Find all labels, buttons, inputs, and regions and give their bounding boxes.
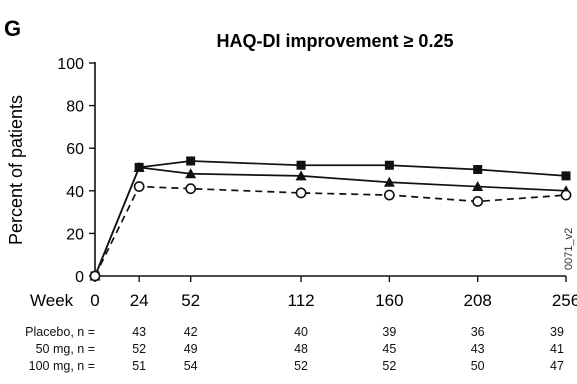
y-tick-label: 100 bbox=[57, 56, 84, 73]
x-tick-label: 52 bbox=[181, 291, 200, 310]
x-tick-label: 160 bbox=[375, 291, 403, 310]
n-cell: 51 bbox=[132, 359, 147, 373]
axes: 0 20 40 60 80 100 0 24 52 112 160 208 256 bbox=[57, 56, 577, 310]
y-tick-label: 40 bbox=[66, 184, 84, 201]
n-cell: 52 bbox=[382, 359, 397, 373]
chart-title: HAQ-DI improvement ≥ 0.25 bbox=[217, 31, 454, 51]
data-point bbox=[295, 187, 307, 199]
n-cell: 49 bbox=[183, 342, 198, 356]
data-point bbox=[472, 181, 484, 192]
n-cell: 45 bbox=[382, 342, 397, 356]
y-tick-label: 20 bbox=[66, 226, 84, 243]
y-tick-label: 60 bbox=[66, 141, 84, 158]
x-tick-label: 208 bbox=[464, 291, 492, 310]
n-cell: 52 bbox=[132, 342, 147, 356]
y-tick-label: 80 bbox=[66, 99, 84, 116]
data-point bbox=[383, 189, 395, 201]
series-square bbox=[90, 156, 571, 281]
x-axis-label: Week bbox=[30, 291, 74, 310]
data-point bbox=[185, 183, 197, 195]
n-cell: 43 bbox=[470, 342, 485, 356]
watermark: 0071_v2 bbox=[563, 228, 575, 270]
x-tick-label: 112 bbox=[288, 291, 315, 310]
data-point bbox=[133, 181, 145, 192]
data-point bbox=[473, 165, 483, 174]
panel-label: G bbox=[4, 16, 21, 41]
data-point bbox=[186, 156, 196, 166]
n-cell: 52 bbox=[294, 359, 309, 373]
n-cell: 47 bbox=[550, 359, 564, 373]
data-point bbox=[561, 171, 571, 181]
series-open-circle bbox=[89, 181, 572, 282]
n-cell: 39 bbox=[382, 325, 397, 339]
series-layer bbox=[89, 156, 572, 282]
n-cell: 42 bbox=[183, 325, 198, 339]
data-point bbox=[295, 170, 307, 181]
data-point bbox=[133, 161, 145, 172]
x-tick-label: 24 bbox=[130, 291, 149, 310]
data-point bbox=[560, 189, 572, 201]
n-cell: 54 bbox=[183, 359, 198, 373]
data-point bbox=[89, 270, 101, 282]
n-cell: 48 bbox=[294, 342, 309, 356]
y-axis-label: Percent of patients bbox=[6, 95, 26, 245]
n-row-label: 50 mg, n = bbox=[35, 342, 95, 356]
data-point bbox=[384, 160, 394, 170]
n-cell: 36 bbox=[470, 325, 485, 339]
n-cell: 43 bbox=[132, 325, 147, 339]
n-cell: 50 bbox=[470, 359, 485, 373]
data-point bbox=[296, 160, 306, 170]
n-row-label: 100 mg, n = bbox=[28, 359, 95, 373]
n-cell: 40 bbox=[294, 325, 309, 339]
n-cell: 39 bbox=[550, 325, 564, 339]
series-line bbox=[94, 166, 567, 277]
x-tick-label: 0 bbox=[90, 291, 99, 310]
series-triangle bbox=[89, 161, 572, 281]
n-row-label: Placebo, n = bbox=[25, 325, 95, 339]
data-point bbox=[472, 196, 484, 207]
n-cell: 41 bbox=[550, 342, 564, 356]
data-point bbox=[383, 176, 395, 187]
y-tick-label: 0 bbox=[75, 269, 84, 286]
x-tick-label: 256 bbox=[552, 291, 577, 310]
series-line bbox=[94, 185, 567, 277]
data-point bbox=[185, 168, 197, 179]
